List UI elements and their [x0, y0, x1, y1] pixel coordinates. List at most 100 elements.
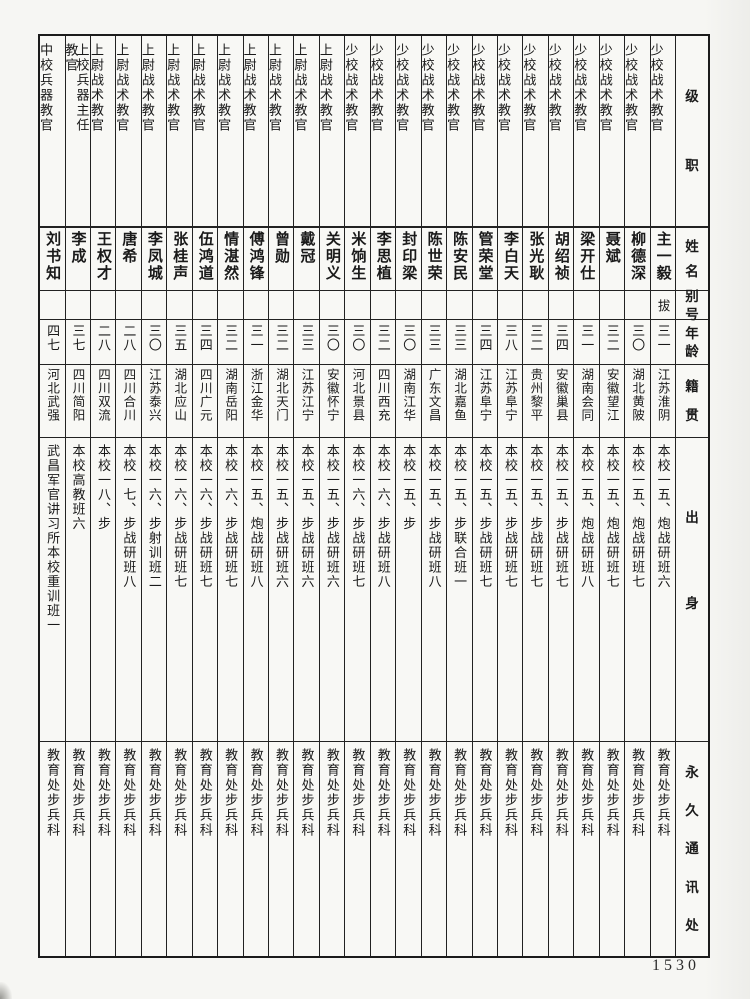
rank-cell: 少校战术教官	[597, 36, 625, 228]
address-text: 教育处步兵科	[299, 748, 315, 838]
origin-cell: 本校一五、炮战研班七	[625, 438, 650, 742]
native-place-text: 四川双流	[95, 368, 110, 422]
name-text: 关明义	[323, 231, 340, 282]
address-text: 教育处步兵科	[146, 748, 162, 838]
origin-cell: 本校一五、步战研班七	[548, 438, 574, 742]
age-text: 三一	[248, 324, 264, 352]
age-cell: 三一	[650, 320, 675, 365]
native-place-text: 江苏淮阴	[655, 368, 670, 422]
person-column: 少校战术教官 陈世荣 三三 广东文昌 本校一五、步战研班八 教育处步兵科	[419, 36, 447, 956]
rank-text: 上尉战术教官	[216, 43, 232, 133]
person-column: 上尉战术教官 王权才 二八 四川双流 本校一八、步 教育处步兵科	[89, 36, 116, 956]
address-text: 教育处步兵科	[197, 748, 213, 838]
alias-cell	[625, 291, 650, 320]
native-place-text: 四川广元	[197, 368, 212, 422]
person-column: 上尉战术教官 傅鸿锋 三一 浙江金华 本校一五、炮战研班八 教育处步兵科	[242, 36, 268, 956]
native-place-cell: 四川合川	[116, 365, 141, 438]
age-text: 三八	[502, 324, 518, 352]
origin-cell: 本校一六、步战研班七	[167, 438, 192, 742]
native-place-text: 浙江金华	[248, 368, 263, 422]
person-column: 少校战术教官 李白天 三八 江苏阜宁 本校一五、步战研班七 教育处步兵科	[495, 36, 523, 956]
rank-text: 少校战术教官	[597, 43, 613, 133]
address-text: 教育处步兵科	[579, 748, 595, 838]
address-cell: 教育处步兵科	[218, 742, 242, 956]
address-text: 教育处步兵科	[502, 748, 518, 838]
rank-text: 少校战术教官	[419, 43, 435, 133]
address-cell: 教育处步兵科	[498, 742, 522, 956]
address-cell: 教育处步兵科	[193, 742, 217, 956]
age-text: 三〇	[350, 324, 366, 352]
rank-text: 上校兵器主任教官	[63, 43, 90, 133]
age-text: 三〇	[401, 324, 417, 352]
native-place-cell: 四川西充	[370, 365, 396, 438]
name-cell: 陈安民	[447, 228, 472, 291]
age-text: 三二	[528, 324, 544, 352]
origin-text: 本校一五、步战研班六	[274, 444, 289, 589]
rank-text: 少校战术教官	[623, 43, 639, 133]
address-text: 教育处步兵科	[655, 748, 671, 838]
origin-cell: 本校一五、步战研班六	[269, 438, 294, 742]
address-cell: 教育处步兵科	[600, 742, 624, 956]
rank-cell: 少校战术教官	[394, 36, 421, 228]
header-origin: 出身	[676, 438, 708, 742]
name-cell: 李思植	[370, 228, 396, 291]
age-text: 三三	[299, 324, 315, 352]
address-text: 教育处步兵科	[274, 748, 289, 838]
origin-text: 本校高教班六	[70, 444, 86, 531]
age-text: 三二	[274, 324, 289, 352]
age-text: 三一	[655, 324, 671, 352]
address-cell: 教育处步兵科	[625, 742, 649, 956]
age-cell: 三二	[218, 320, 243, 365]
person-column: 少校战术教官 封印梁 三〇 湖南江华 本校一五、步 教育处步兵科	[394, 36, 421, 956]
native-place-text: 湖北嘉鱼	[452, 368, 467, 422]
name-text: 李思植	[374, 231, 391, 282]
rank-text: 少校战术教官	[368, 43, 384, 133]
alias-cell	[141, 291, 167, 320]
alias-cell	[319, 291, 345, 320]
native-place-text: 湖南岳阳	[223, 368, 238, 422]
rank-cell: 上尉战术教官	[165, 36, 192, 228]
age-cell: 二八	[116, 320, 141, 365]
address-cell: 教育处步兵科	[40, 742, 64, 956]
age-cell: 三〇	[625, 320, 650, 365]
native-place-cell: 湖南岳阳	[218, 365, 243, 438]
origin-cell: 本校一五、步	[396, 438, 421, 742]
age-cell: 三一	[243, 320, 268, 365]
name-cell: 关明义	[319, 228, 345, 291]
age-cell: 三〇	[345, 320, 370, 365]
rank-text: 少校战术教官	[495, 43, 511, 133]
address-text: 教育处步兵科	[375, 748, 391, 838]
native-place-cell: 贵州黎平	[523, 365, 548, 438]
age-cell: 三五	[167, 320, 192, 365]
name-text: 伍鸿道	[196, 231, 213, 282]
native-place-text: 江苏江宁	[299, 368, 314, 422]
native-place-text: 安徽望江	[604, 368, 619, 422]
address-cell: 教育处步兵科	[473, 742, 497, 956]
origin-cell: 本校一五、步战研班八	[421, 438, 447, 742]
native-place-text: 四川简阳	[70, 368, 85, 422]
address-cell: 教育处步兵科	[320, 742, 344, 956]
origin-cell: 本校一五、炮战研班六	[650, 438, 675, 742]
alias-cell	[523, 291, 548, 320]
age-cell: 三三	[421, 320, 447, 365]
origin-text: 本校一七、步战研班八	[121, 444, 137, 589]
native-place-text: 四川合川	[121, 368, 136, 422]
rank-text: 上尉战术教官	[165, 43, 181, 133]
native-place-text: 湖北天门	[274, 368, 288, 422]
name-cell: 情湛然	[218, 228, 243, 291]
origin-text: 本校一五、步	[401, 444, 417, 531]
address-cell: 教育处步兵科	[142, 742, 166, 956]
age-cell: 三一	[574, 320, 599, 365]
origin-cell: 本校一五、炮战研班七	[599, 438, 625, 742]
origin-cell: 本校一五、步战研班七	[523, 438, 548, 742]
name-text: 张桂声	[171, 231, 188, 282]
name-cell: 戴冠	[294, 228, 319, 291]
age-text: 三二	[604, 324, 620, 352]
native-place-cell: 江苏阜宁	[497, 365, 523, 438]
name-cell: 李成	[65, 228, 90, 291]
address-cell: 教育处步兵科	[371, 742, 395, 956]
alias-cell: 拔	[650, 291, 675, 320]
origin-text: 本校一六、步战研班七	[350, 444, 366, 589]
name-cell: 曾勋	[269, 228, 294, 291]
origin-text: 本校一五、炮战研班八	[579, 444, 595, 589]
